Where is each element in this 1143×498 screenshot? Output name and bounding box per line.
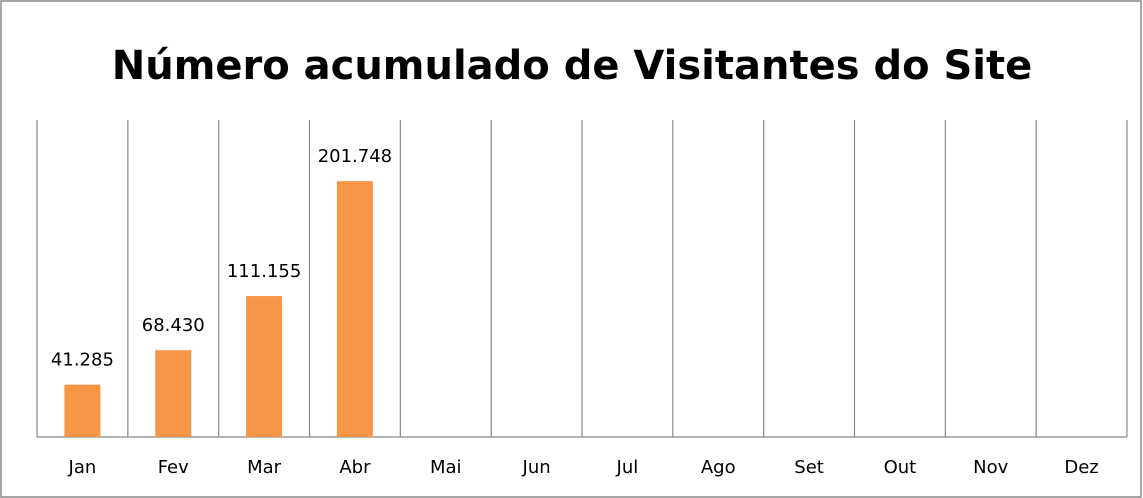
bar [336, 181, 373, 437]
bar [155, 350, 192, 437]
x-tick-label: Mar [247, 457, 282, 478]
x-tick-label: Abr [339, 457, 371, 478]
x-tick-label: Fev [158, 457, 189, 478]
x-tick-label: Nov [973, 457, 1008, 478]
x-tick-label: Dez [1064, 457, 1098, 478]
x-tick-label: Jul [616, 457, 639, 478]
data-label: 111.155 [227, 261, 301, 282]
data-label: 68.430 [142, 315, 205, 336]
data-label: 201.748 [318, 146, 392, 167]
bar [246, 296, 283, 437]
x-tick-label: Mai [430, 457, 462, 478]
chart-title: Número acumulado de Visitantes do Site [112, 43, 1033, 89]
x-tick-label: Jun [522, 457, 551, 478]
bar [64, 384, 101, 437]
x-tick-label: Out [884, 457, 917, 478]
x-tick-label: Jan [68, 457, 97, 478]
x-tick-label: Set [794, 457, 824, 478]
data-label: 41.285 [51, 350, 114, 371]
x-tick-label: Ago [701, 457, 736, 478]
